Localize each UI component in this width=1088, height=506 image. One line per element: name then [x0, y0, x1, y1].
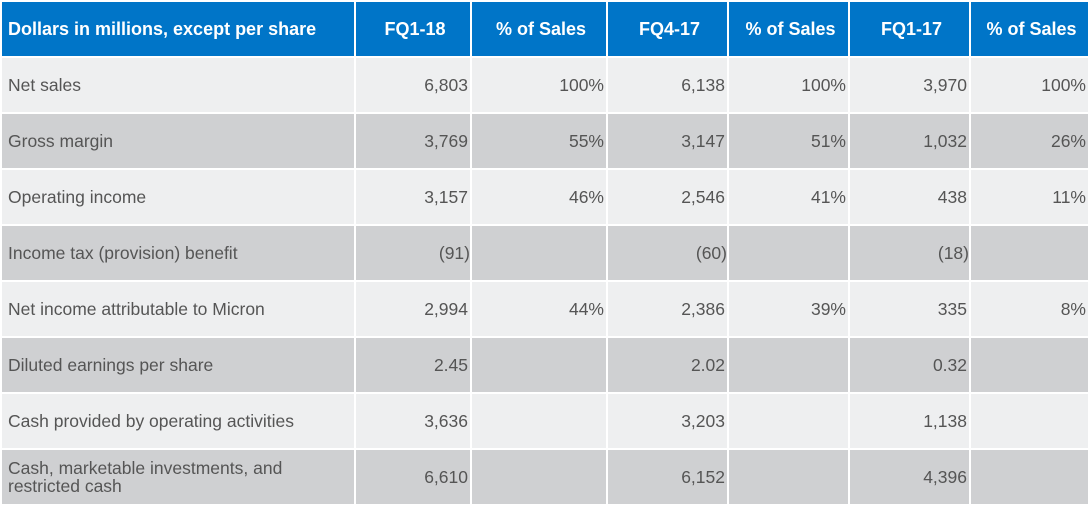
cell-fq1-18-value: 6,610: [354, 448, 472, 506]
cell-row-label: Gross margin: [0, 112, 356, 170]
cell-fq1-18-pct-sales: [470, 448, 608, 506]
cell-row-label: Cash, marketable investments, and restri…: [0, 448, 356, 506]
cell-fq1-17-value: (18): [848, 224, 971, 282]
table-row: Net sales 6,803 100% 6,138 100% 3,970 100%: [0, 56, 1088, 114]
cell-fq1-17-pct-sales: [969, 392, 1088, 450]
cell-fq1-17-pct-sales: [969, 224, 1088, 282]
cell-fq1-18-value: 2,994: [354, 280, 472, 338]
cell-row-label: Operating income: [0, 168, 356, 226]
cell-fq1-18-pct-sales: 100%: [470, 56, 608, 114]
cell-fq4-17-pct-sales: 39%: [727, 280, 850, 338]
cell-fq1-18-pct-sales: [470, 224, 608, 282]
column-header-description: Dollars in millions, except per share: [0, 0, 356, 58]
cell-fq1-17-pct-sales: 8%: [969, 280, 1088, 338]
table-row: Gross margin 3,769 55% 3,147 51% 1,032 26%: [0, 112, 1088, 170]
table-row: Cash provided by operating activities 3,6…: [0, 392, 1088, 450]
cell-row-label: Net income attributable to Micron: [0, 280, 356, 338]
cell-fq1-17-pct-sales: [969, 448, 1088, 506]
cell-fq4-17-value: 2,546: [606, 168, 729, 226]
cell-fq1-17-value: 1,032: [848, 112, 971, 170]
cell-fq4-17-pct-sales: [727, 224, 850, 282]
cell-fq1-18-value: 3,769: [354, 112, 472, 170]
column-header-fq1-18-pct-sales: % of Sales: [470, 0, 608, 58]
table-row: Diluted earnings per share 2.45 2.02 0.32: [0, 336, 1088, 394]
table-row: Operating income 3,157 46% 2,546 41% 438 11%: [0, 168, 1088, 226]
cell-fq4-17-value: 3,203: [606, 392, 729, 450]
table-row: Cash, marketable investments, and restri…: [0, 448, 1088, 506]
cell-row-label: Cash provided by operating activities: [0, 392, 356, 450]
cell-row-label: Net sales: [0, 56, 356, 114]
cell-fq1-18-value: 3,636: [354, 392, 472, 450]
cell-row-label: Income tax (provision) benefit: [0, 224, 356, 282]
cell-fq1-17-value: 0.32: [848, 336, 971, 394]
column-header-fq4-17: FQ4-17: [606, 0, 729, 58]
cell-fq4-17-value: 3,147: [606, 112, 729, 170]
cell-fq4-17-value: 2.02: [606, 336, 729, 394]
cell-fq1-18-value: (91): [354, 224, 472, 282]
cell-fq1-17-pct-sales: [969, 336, 1088, 394]
cell-fq4-17-value: 6,138: [606, 56, 729, 114]
header-row: Dollars in millions, except per share FQ…: [0, 0, 1088, 58]
cell-fq4-17-pct-sales: 100%: [727, 56, 850, 114]
table-row: Net income attributable to Micron 2,994 44…: [0, 280, 1088, 338]
column-header-fq1-18: FQ1-18: [354, 0, 472, 58]
cell-fq1-17-pct-sales: 26%: [969, 112, 1088, 170]
cell-fq1-17-pct-sales: 11%: [969, 168, 1088, 226]
cell-fq1-18-pct-sales: 55%: [470, 112, 608, 170]
cell-fq1-17-value: 335: [848, 280, 971, 338]
cell-fq1-17-value: 3,970: [848, 56, 971, 114]
table-row: Income tax (provision) benefit (91) (60) (1…: [0, 224, 1088, 282]
cell-fq1-18-pct-sales: 46%: [470, 168, 608, 226]
cell-fq1-18-pct-sales: [470, 392, 608, 450]
cell-fq4-17-pct-sales: [727, 392, 850, 450]
column-header-fq4-17-pct-sales: % of Sales: [727, 0, 850, 58]
column-header-fq1-17-pct-sales: % of Sales: [969, 0, 1088, 58]
cell-fq4-17-pct-sales: 41%: [727, 168, 850, 226]
table-body: Net sales 6,803 100% 6,138 100% 3,970 100% Gros…: [0, 56, 1088, 506]
cell-fq4-17-value: (60): [606, 224, 729, 282]
cell-fq1-17-pct-sales: 100%: [969, 56, 1088, 114]
cell-fq4-17-value: 2,386: [606, 280, 729, 338]
cell-fq4-17-value: 6,152: [606, 448, 729, 506]
cell-fq1-18-pct-sales: 44%: [470, 280, 608, 338]
cell-fq4-17-pct-sales: 51%: [727, 112, 850, 170]
cell-fq1-17-value: 1,138: [848, 392, 971, 450]
cell-fq4-17-pct-sales: [727, 448, 850, 506]
cell-fq1-17-value: 4,396: [848, 448, 971, 506]
cell-row-label: Diluted earnings per share: [0, 336, 356, 394]
cell-fq4-17-pct-sales: [727, 336, 850, 394]
cell-fq1-18-value: 6,803: [354, 56, 472, 114]
cell-fq1-17-value: 438: [848, 168, 971, 226]
column-header-fq1-17: FQ1-17: [848, 0, 971, 58]
cell-fq1-18-value: 2.45: [354, 336, 472, 394]
cell-fq1-18-value: 3,157: [354, 168, 472, 226]
cell-fq1-18-pct-sales: [470, 336, 608, 394]
